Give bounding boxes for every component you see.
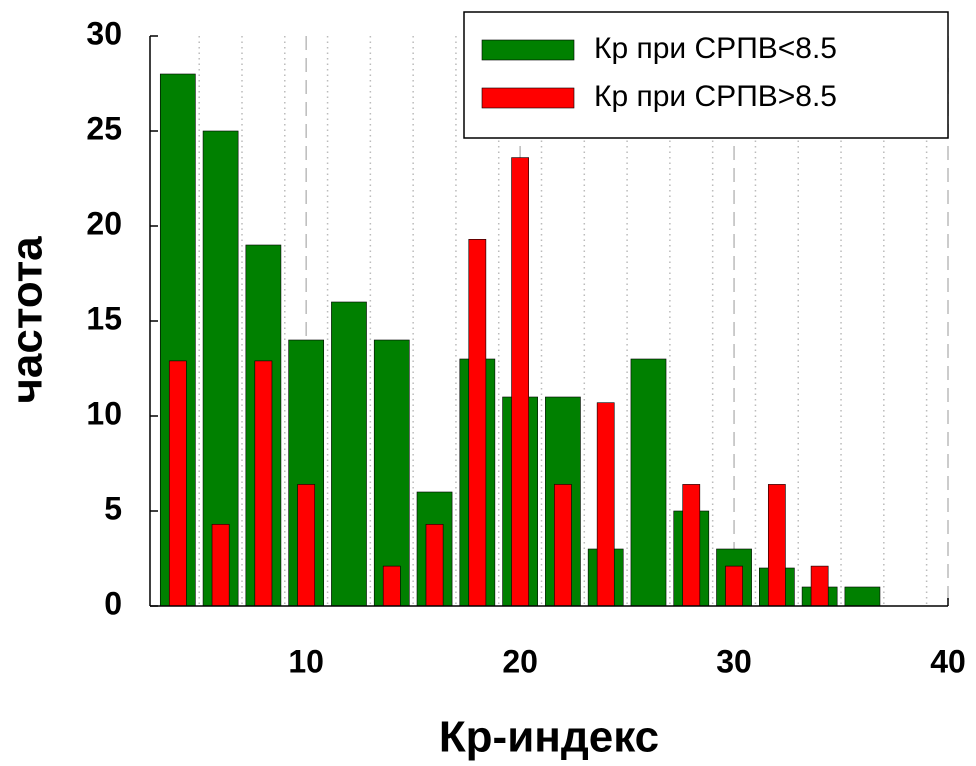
bar xyxy=(767,484,786,607)
legend-box xyxy=(463,11,949,139)
y-axis-label: частота xyxy=(3,236,52,404)
y-tick-label: 0 xyxy=(104,585,122,621)
bar xyxy=(511,157,529,607)
bar xyxy=(211,523,230,607)
y-tick-label: 15 xyxy=(86,300,122,336)
bar xyxy=(331,301,367,607)
legend-swatch xyxy=(481,87,575,109)
x-tick-label: 30 xyxy=(716,643,752,679)
legend-label: Кр при СРПВ>8.5 xyxy=(594,80,837,113)
bar xyxy=(373,339,410,607)
bar xyxy=(168,360,187,607)
bar xyxy=(297,484,316,607)
legend-swatch xyxy=(481,39,575,61)
bar xyxy=(468,239,487,607)
bar xyxy=(596,402,615,607)
bar xyxy=(554,484,572,607)
bar xyxy=(425,523,444,607)
x-tick-label: 40 xyxy=(930,643,966,679)
bar xyxy=(682,484,701,607)
y-tick-label: 20 xyxy=(86,205,122,241)
bar xyxy=(382,565,401,607)
bar xyxy=(725,565,743,607)
y-tick-label: 5 xyxy=(104,490,122,526)
bar xyxy=(254,360,273,607)
legend-label: Кр при СРПВ<8.5 xyxy=(594,32,837,65)
bar xyxy=(844,586,881,607)
y-tick-label: 25 xyxy=(86,110,122,146)
bar xyxy=(630,358,667,607)
y-tick-label: 10 xyxy=(86,395,122,431)
y-tick-label: 30 xyxy=(86,15,122,51)
x-axis-label: Кр-индекс xyxy=(439,713,659,762)
x-tick-label: 20 xyxy=(502,643,538,679)
x-tick-label: 10 xyxy=(288,643,324,679)
bar xyxy=(810,565,829,607)
